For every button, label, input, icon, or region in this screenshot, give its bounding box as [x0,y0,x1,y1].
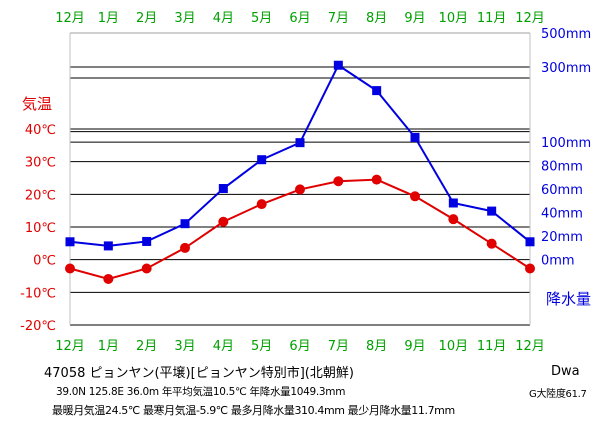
month-label-bottom: 5月 [251,339,272,354]
month-label-bottom: 12月 [55,339,85,354]
precipitation-point [257,155,267,165]
month-label-top: 4月 [213,11,234,26]
precipitation-point [525,237,535,247]
precipitation-point [295,138,305,148]
temperature-tick-label: 40℃ [25,123,56,138]
month-label-top: 12月 [515,11,545,26]
temperature-point [65,263,75,274]
month-label-top: 1月 [98,11,119,26]
temperature-point [295,184,305,195]
month-label-top: 12月 [55,11,85,26]
precipitation-line [69,63,531,247]
month-label-bottom: 1月 [98,339,119,354]
month-label-top: 8月 [366,11,387,26]
precipitation-point [372,86,382,96]
precipitation-tick-label: 40mm [541,207,583,222]
precipitation-tick-label: 500mm [541,27,591,42]
month-label-bottom: 10月 [439,339,469,354]
month-label-top: 3月 [174,11,195,26]
temperature-point [333,176,344,187]
temperature-point [256,199,267,210]
temperature-point [103,273,114,284]
temperature-point [525,263,535,274]
temperature-tick-label: 30℃ [25,156,56,171]
month-label-bottom: 9月 [404,339,425,354]
temperature-point [371,174,382,185]
precipitation-point [487,206,497,216]
month-label-bottom: 2月 [136,339,157,354]
station-stats-line1: 39.0N 125.8E 36.0m 年平均気温10.5℃ 年降水量1049.3… [56,386,346,398]
precipitation-point [448,198,458,208]
precipitation-tick-label: 0mm [541,254,575,269]
precipitation-tick-label: 300mm [541,61,591,76]
temperature-tick-label: -20℃ [20,319,56,334]
temperature-tick-label: -10℃ [20,286,56,301]
continentality-index: G大陸度61.7 [529,389,587,400]
precipitation-point [142,236,152,246]
month-label-bottom: 8月 [366,339,387,354]
month-label-top: 6月 [289,11,310,26]
month-label-bottom: 12月 [515,339,545,354]
precipitation-point [180,219,190,229]
precipitation-point [103,241,113,251]
temperature-tick-label: 10℃ [25,221,56,236]
station-stats-line2: 最暖月気温24.5℃ 最寒月気温-5.9℃ 最多月降水量310.4mm 最少月降… [52,404,455,417]
precipitation-tick-label: 20mm [541,230,583,245]
month-label-bottom: 3月 [174,339,195,354]
climate-classification: Dwa [551,364,580,379]
month-label-bottom: 7月 [328,339,349,354]
precipitation-point [65,237,75,247]
month-label-bottom: 11月 [477,339,507,354]
temperature-tick-label: 0℃ [33,254,56,269]
precipitation-tick-label: 100mm [541,136,591,151]
precipitation-point [333,60,343,70]
axis-labels: 12月 12月 1月 1月 2月 2月 3月 3月 4月 4月 5月 5月 6月 6月 7月 7月 8月 8月 9月… [20,11,591,354]
precipitation-axis-title: 降水量 [546,290,591,308]
precipitation-point [218,184,228,194]
month-label-top: 5月 [251,11,272,26]
temperature-point [448,214,459,225]
station-name: 47058 ピョンヤン(平壌)[ピョンヤン特別市](北朝鮮) [44,366,354,381]
temperature-axis-title: 気温 [22,95,52,113]
chart-grid [70,32,530,326]
month-label-top: 9月 [404,11,425,26]
month-label-top: 7月 [328,11,349,26]
chart-series [65,60,535,284]
temperature-point [218,216,229,227]
precipitation-tick-label: 60mm [541,183,583,198]
month-label-bottom: 4月 [213,339,234,354]
precipitation-tick-label: 80mm [541,160,583,175]
month-label-top: 2月 [136,11,157,26]
month-label-top: 10月 [439,11,469,26]
month-label-top: 11月 [477,11,507,26]
temperature-tick-label: 20℃ [25,188,56,203]
temperature-point [141,263,152,274]
temperature-point [410,191,420,202]
precipitation-point [410,132,420,142]
temperature-point [180,242,190,253]
month-label-bottom: 6月 [289,339,310,354]
temperature-point [486,238,497,249]
chart-axes [69,33,531,325]
